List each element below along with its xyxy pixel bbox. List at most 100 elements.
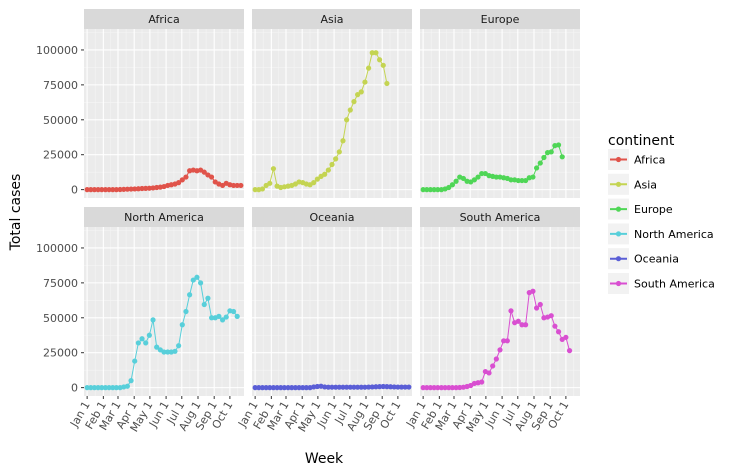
data-point-asia — [333, 156, 339, 162]
data-point-south-america — [431, 385, 437, 391]
data-point-oceania — [366, 384, 372, 390]
data-point-oceania — [303, 385, 309, 391]
data-point-asia — [270, 166, 277, 172]
facet-strip-north-america — [84, 207, 244, 227]
data-point-south-america — [504, 338, 510, 344]
legend-label-south-america: South America — [634, 278, 715, 291]
data-point-north-america — [146, 332, 152, 338]
data-point-europe — [471, 177, 477, 183]
data-point-europe — [534, 165, 540, 171]
facet-strip-oceania — [252, 207, 412, 227]
data-point-asia — [366, 65, 372, 71]
data-point-oceania — [340, 384, 346, 390]
data-point-oceania — [391, 384, 397, 390]
y-tick-label: 25000 — [43, 347, 78, 360]
data-point-europe — [537, 160, 543, 166]
data-point-north-america — [219, 317, 226, 323]
data-point-oceania — [395, 384, 401, 390]
data-point-europe — [515, 177, 521, 184]
data-point-europe — [475, 174, 481, 180]
data-point-south-america — [537, 301, 543, 308]
data-point-europe — [508, 177, 514, 183]
data-point-south-america — [446, 385, 452, 391]
panel-background-africa — [84, 29, 244, 198]
data-point-north-america — [102, 385, 109, 391]
data-point-oceania — [376, 384, 383, 390]
data-point-asia — [311, 180, 317, 186]
legend-label-asia: Asia — [634, 178, 657, 191]
data-point-oceania — [296, 385, 302, 391]
data-point-north-america — [183, 308, 189, 315]
data-point-south-america — [563, 334, 569, 340]
data-point-south-america — [479, 379, 485, 385]
y-tick-label: 0 — [71, 184, 78, 197]
panel-background-north-america — [84, 227, 244, 396]
data-point-north-america — [223, 314, 229, 320]
data-point-africa — [124, 186, 130, 192]
data-point-africa — [102, 187, 109, 193]
panel-background-oceania — [252, 227, 412, 396]
data-point-oceania — [256, 385, 262, 391]
data-point-north-america — [95, 385, 101, 391]
data-point-asia — [347, 107, 353, 113]
x-axis-title: Week — [305, 451, 344, 467]
data-point-south-america — [523, 322, 529, 328]
data-point-asia — [267, 180, 273, 186]
data-point-north-america — [179, 322, 185, 328]
legend-key-point-oceania — [615, 256, 622, 262]
data-point-south-america — [493, 356, 499, 362]
data-point-africa — [84, 187, 90, 193]
data-point-south-america — [435, 385, 441, 391]
data-point-north-america — [124, 383, 130, 389]
data-point-north-america — [165, 349, 171, 355]
data-point-asia — [344, 117, 350, 123]
data-point-south-america — [530, 288, 536, 294]
data-point-europe — [523, 177, 529, 184]
data-point-oceania — [333, 384, 339, 390]
data-point-south-america — [548, 313, 554, 319]
data-point-africa — [176, 180, 182, 186]
legend-key-point-south-america — [615, 280, 622, 287]
facet-africa: Africa 0 25000 50000 75000 100000 — [36, 9, 244, 198]
legend-label-north-america: North America — [634, 228, 714, 241]
data-point-oceania — [358, 384, 364, 390]
data-point-africa — [91, 187, 98, 193]
data-point-north-america — [201, 301, 207, 308]
data-point-north-america — [91, 385, 98, 391]
data-point-africa — [208, 174, 215, 180]
legend-key-point-europe — [615, 206, 622, 212]
y-tick-label: 75000 — [43, 79, 78, 92]
data-point-north-america — [198, 280, 204, 286]
data-point-north-america — [99, 385, 105, 391]
data-point-europe — [449, 182, 456, 188]
data-point-africa — [234, 182, 240, 189]
data-point-oceania — [281, 385, 288, 391]
data-point-asia — [340, 138, 346, 144]
data-point-europe — [519, 177, 525, 184]
data-point-asia — [336, 149, 342, 155]
data-point-europe — [427, 187, 434, 193]
facet-strip-africa — [84, 9, 244, 29]
data-point-asia — [252, 187, 258, 193]
y-tick-label: 25000 — [43, 149, 78, 162]
data-point-north-america — [110, 385, 116, 391]
data-point-asia — [384, 80, 390, 87]
data-point-oceania — [285, 385, 291, 391]
data-point-oceania — [270, 385, 277, 391]
data-point-oceania — [300, 385, 306, 391]
data-point-europe — [424, 187, 430, 193]
data-point-north-america — [208, 315, 215, 321]
data-point-oceania — [344, 384, 350, 390]
data-point-asia — [355, 92, 361, 98]
data-point-europe — [548, 149, 554, 155]
data-point-africa — [201, 169, 207, 175]
data-point-africa — [106, 187, 112, 193]
data-point-europe — [479, 170, 485, 177]
data-point-europe — [420, 187, 426, 193]
data-point-oceania — [263, 385, 269, 391]
data-point-north-america — [176, 343, 182, 349]
data-point-oceania — [369, 384, 375, 390]
